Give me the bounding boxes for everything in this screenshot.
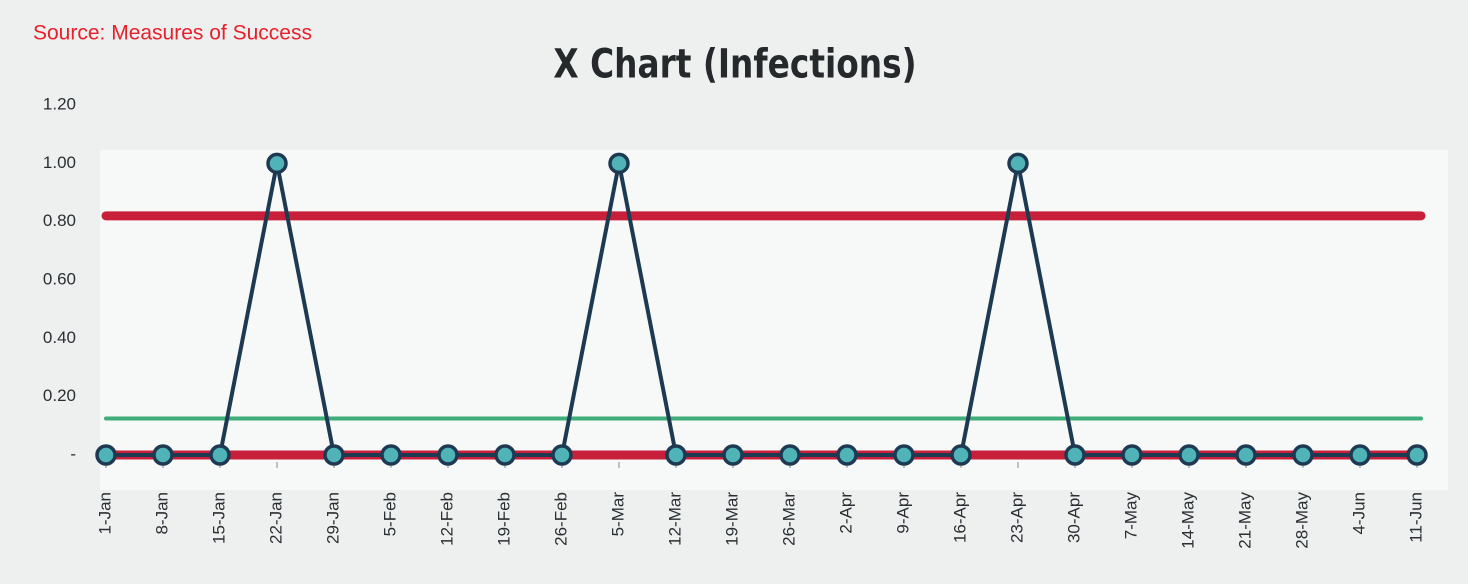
point (1292, 444, 1314, 466)
x-tick-label: 5-Mar (608, 492, 627, 537)
point (95, 444, 117, 466)
y-tick-label: - (70, 444, 76, 463)
y-tick-label: 0.20 (43, 386, 76, 405)
x-tick-label: 7-May (1121, 492, 1140, 540)
x-tick-label: 23-Apr (1007, 492, 1026, 543)
chart-title: X Chart (Infections) (553, 40, 916, 87)
x-tick-label: 22-Jan (266, 492, 285, 544)
y-tick-label: 0.80 (43, 211, 76, 230)
y-tick-label: 1.00 (43, 153, 76, 172)
x-tick-label: 29-Jan (323, 492, 342, 544)
x-tick-label: 9-Apr (893, 492, 912, 534)
x-tick-label: 19-Mar (722, 492, 741, 546)
y-tick-label: 0.60 (43, 269, 76, 288)
x-tick-label: 16-Apr (950, 492, 969, 543)
point (722, 444, 744, 466)
source-note: Source: Measures of Success (33, 22, 312, 45)
x-tick-label: 15-Jan (209, 492, 228, 544)
x-tick-label: 2-Apr (836, 492, 855, 534)
y-tick-label: 0.40 (43, 328, 76, 347)
point (1121, 444, 1143, 466)
plot-area (100, 150, 1448, 490)
point (1406, 444, 1428, 466)
y-tick-label: 1.20 (43, 94, 76, 113)
x-tick-label: 12-Feb (437, 492, 456, 546)
x-tick-label: 5-Feb (380, 492, 399, 536)
point (836, 444, 858, 466)
point (1178, 444, 1200, 466)
point (380, 444, 402, 466)
point (551, 444, 573, 466)
x-tick-label: 8-Jan (152, 492, 171, 535)
point (1349, 444, 1371, 466)
x-tick-label: 14-May (1178, 492, 1197, 549)
point (437, 444, 459, 466)
x-tick-label: 1-Jan (95, 492, 114, 535)
point (608, 152, 630, 175)
point (665, 444, 687, 466)
point (893, 444, 915, 466)
point (323, 444, 345, 466)
x-tick-label: 4-Jun (1349, 492, 1368, 535)
point (950, 444, 972, 466)
x-tick-label: 26-Mar (779, 492, 798, 546)
x-tick-label: 11-Jun (1406, 492, 1425, 543)
point (494, 444, 516, 466)
point (1235, 444, 1257, 466)
x-tick-label: 28-May (1292, 492, 1311, 549)
x-tick-label: 12-Mar (665, 492, 684, 546)
point (1064, 444, 1086, 466)
x-tick-label: 19-Feb (494, 492, 513, 546)
point (209, 444, 231, 466)
point (1007, 152, 1029, 175)
point (152, 444, 174, 466)
point (779, 444, 801, 466)
point (266, 152, 288, 175)
x-tick-label: 26-Feb (551, 492, 570, 546)
x-tick-label: 21-May (1235, 492, 1254, 549)
x-tick-label: 30-Apr (1064, 492, 1083, 543)
